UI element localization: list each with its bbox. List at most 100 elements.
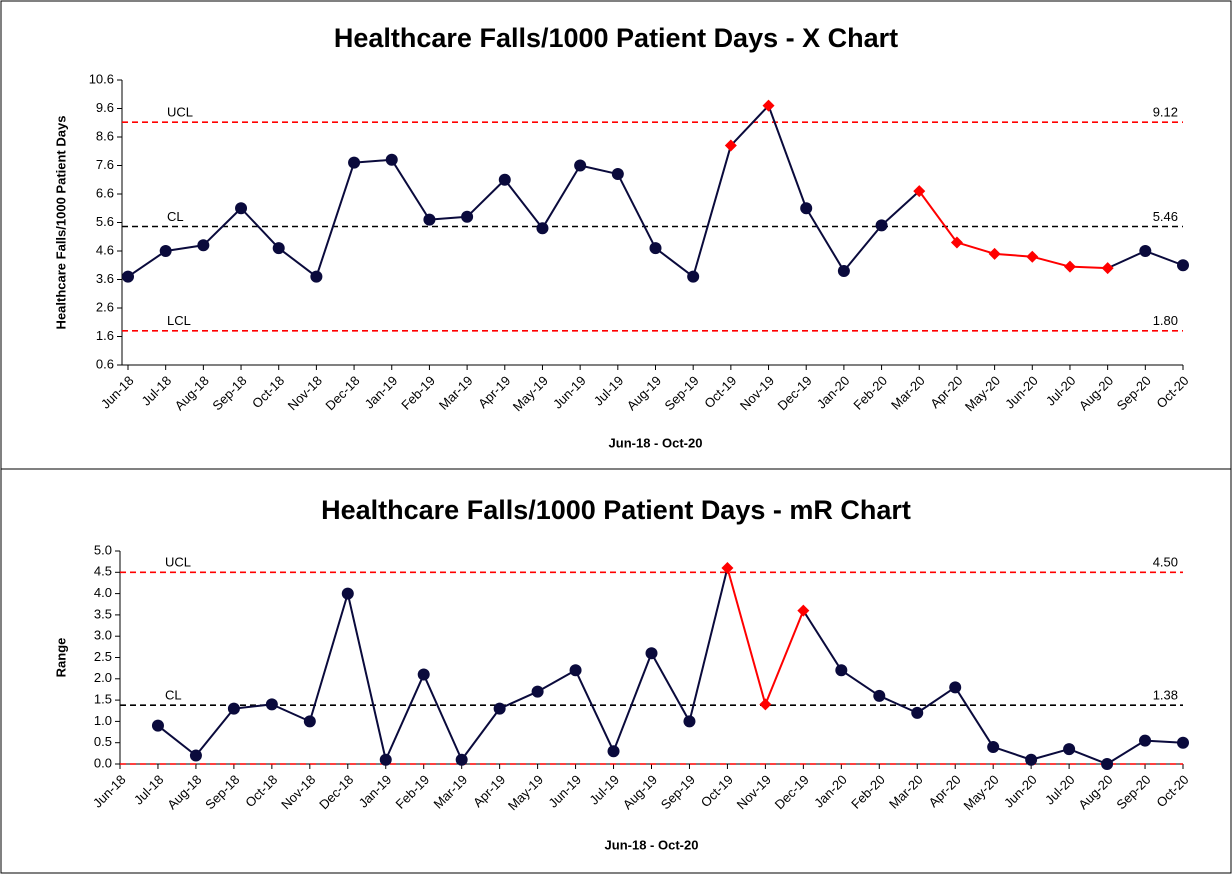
signal-point	[1063, 260, 1076, 273]
point	[875, 219, 888, 232]
y-tick-label: 2.0	[94, 670, 112, 685]
x-tick-label: Aug-19	[620, 772, 660, 812]
limit-label: 1.38	[1153, 688, 1178, 703]
x-tick-label: Jan-20	[814, 373, 853, 412]
x-tick-label: Dec-19	[772, 772, 812, 812]
x-tick-label: May-19	[510, 373, 551, 414]
line-segment	[956, 241, 995, 255]
line-segment	[688, 567, 729, 722]
line-segment	[315, 162, 356, 277]
point	[151, 719, 164, 732]
line-segment	[726, 567, 767, 705]
point	[159, 245, 172, 257]
limit-label: 1.80	[1153, 313, 1178, 328]
x-tick-label: Mar-19	[436, 373, 476, 413]
line-segment	[503, 179, 544, 229]
panel-border	[0, 468, 1232, 874]
point	[569, 664, 582, 677]
line-segment	[384, 674, 425, 761]
signal-point	[721, 562, 734, 575]
limit-name: LCL	[167, 313, 191, 328]
line-segment	[840, 669, 880, 697]
line-segment	[422, 674, 463, 761]
line-segment	[541, 164, 582, 229]
line-segment	[805, 207, 845, 272]
x-tick-label: Mar-20	[886, 772, 926, 812]
x-tick-label: Jan-20	[811, 772, 850, 811]
chart-title: Healthcare Falls/1000 Patient Days - X C…	[334, 23, 898, 53]
x-tick-label: May-19	[505, 772, 546, 813]
point	[348, 156, 361, 169]
line-segment	[390, 159, 431, 221]
limit-label: 5.46	[1153, 209, 1178, 224]
signal-point	[988, 247, 1001, 260]
point	[837, 264, 850, 277]
line-segment	[954, 686, 995, 748]
line-segment	[195, 707, 235, 757]
x-tick-label: Apr-19	[475, 373, 513, 411]
x-tick-label: Apr-20	[926, 772, 964, 810]
point	[607, 745, 620, 758]
line-segment	[1068, 748, 1108, 765]
point	[227, 702, 240, 715]
x-tick-label: Oct-18	[249, 373, 287, 411]
x-tick-label: Nov-18	[278, 772, 318, 812]
y-tick-label: 2.6	[96, 299, 114, 314]
point	[574, 159, 587, 172]
x-axis-label: Jun-18 - Oct-20	[609, 435, 703, 450]
line-segment	[127, 250, 167, 278]
line-segment	[233, 703, 272, 710]
x-tick-label: Dec-18	[322, 373, 362, 413]
line-segment	[654, 247, 694, 278]
point	[800, 202, 813, 215]
x-tick-label: Dec-19	[775, 373, 815, 413]
point	[461, 210, 474, 223]
line-segment	[579, 164, 619, 176]
y-tick-label: 1.5	[94, 692, 112, 707]
point	[687, 270, 700, 283]
point	[987, 740, 1000, 753]
x-tick-label: Sep-18	[202, 772, 242, 812]
line-segment	[499, 690, 539, 710]
y-tick-label: 1.6	[96, 328, 114, 343]
line-segment	[1144, 739, 1184, 744]
x-tick-label: Aug-20	[1075, 772, 1115, 812]
line-segment	[537, 669, 577, 693]
line-segment	[650, 652, 691, 722]
point	[417, 668, 430, 681]
x-tick-label: Jan-19	[362, 373, 401, 412]
limit-label: 4.50	[1153, 555, 1178, 570]
x-tick-label: Nov-19	[734, 772, 774, 812]
x-tick-label: Sep-19	[661, 373, 701, 413]
y-tick-label: 0.5	[94, 734, 112, 749]
x-tick-label: Aug-18	[164, 772, 204, 812]
point	[611, 168, 624, 181]
y-axis-label: Healthcare Falls/1000 Patient Days	[53, 116, 68, 330]
line-segment	[429, 215, 468, 221]
line-segment	[308, 593, 349, 722]
limit-name: UCL	[165, 555, 191, 570]
x-tick-label: Nov-19	[737, 373, 777, 413]
point	[1177, 736, 1189, 749]
signal-point	[724, 139, 737, 152]
line-segment	[767, 105, 808, 209]
line-segment	[1107, 250, 1146, 270]
signal-point	[950, 236, 963, 249]
x-tick-label: Jun-19	[545, 772, 584, 811]
line-segment	[1032, 255, 1071, 268]
x-tick-label: Oct-18	[242, 772, 280, 810]
point	[1101, 758, 1114, 770]
limit-name: UCL	[167, 105, 193, 120]
line-segment	[918, 190, 958, 244]
x-tick-label: Nov-18	[285, 373, 325, 413]
signal-point	[797, 604, 810, 617]
x-tick-label: Feb-19	[398, 373, 438, 413]
line-segment	[802, 610, 843, 671]
point	[949, 681, 962, 694]
line-segment	[202, 207, 242, 247]
point	[272, 242, 285, 255]
y-tick-label: 3.6	[96, 271, 114, 286]
point	[235, 202, 248, 215]
point	[1063, 743, 1076, 756]
